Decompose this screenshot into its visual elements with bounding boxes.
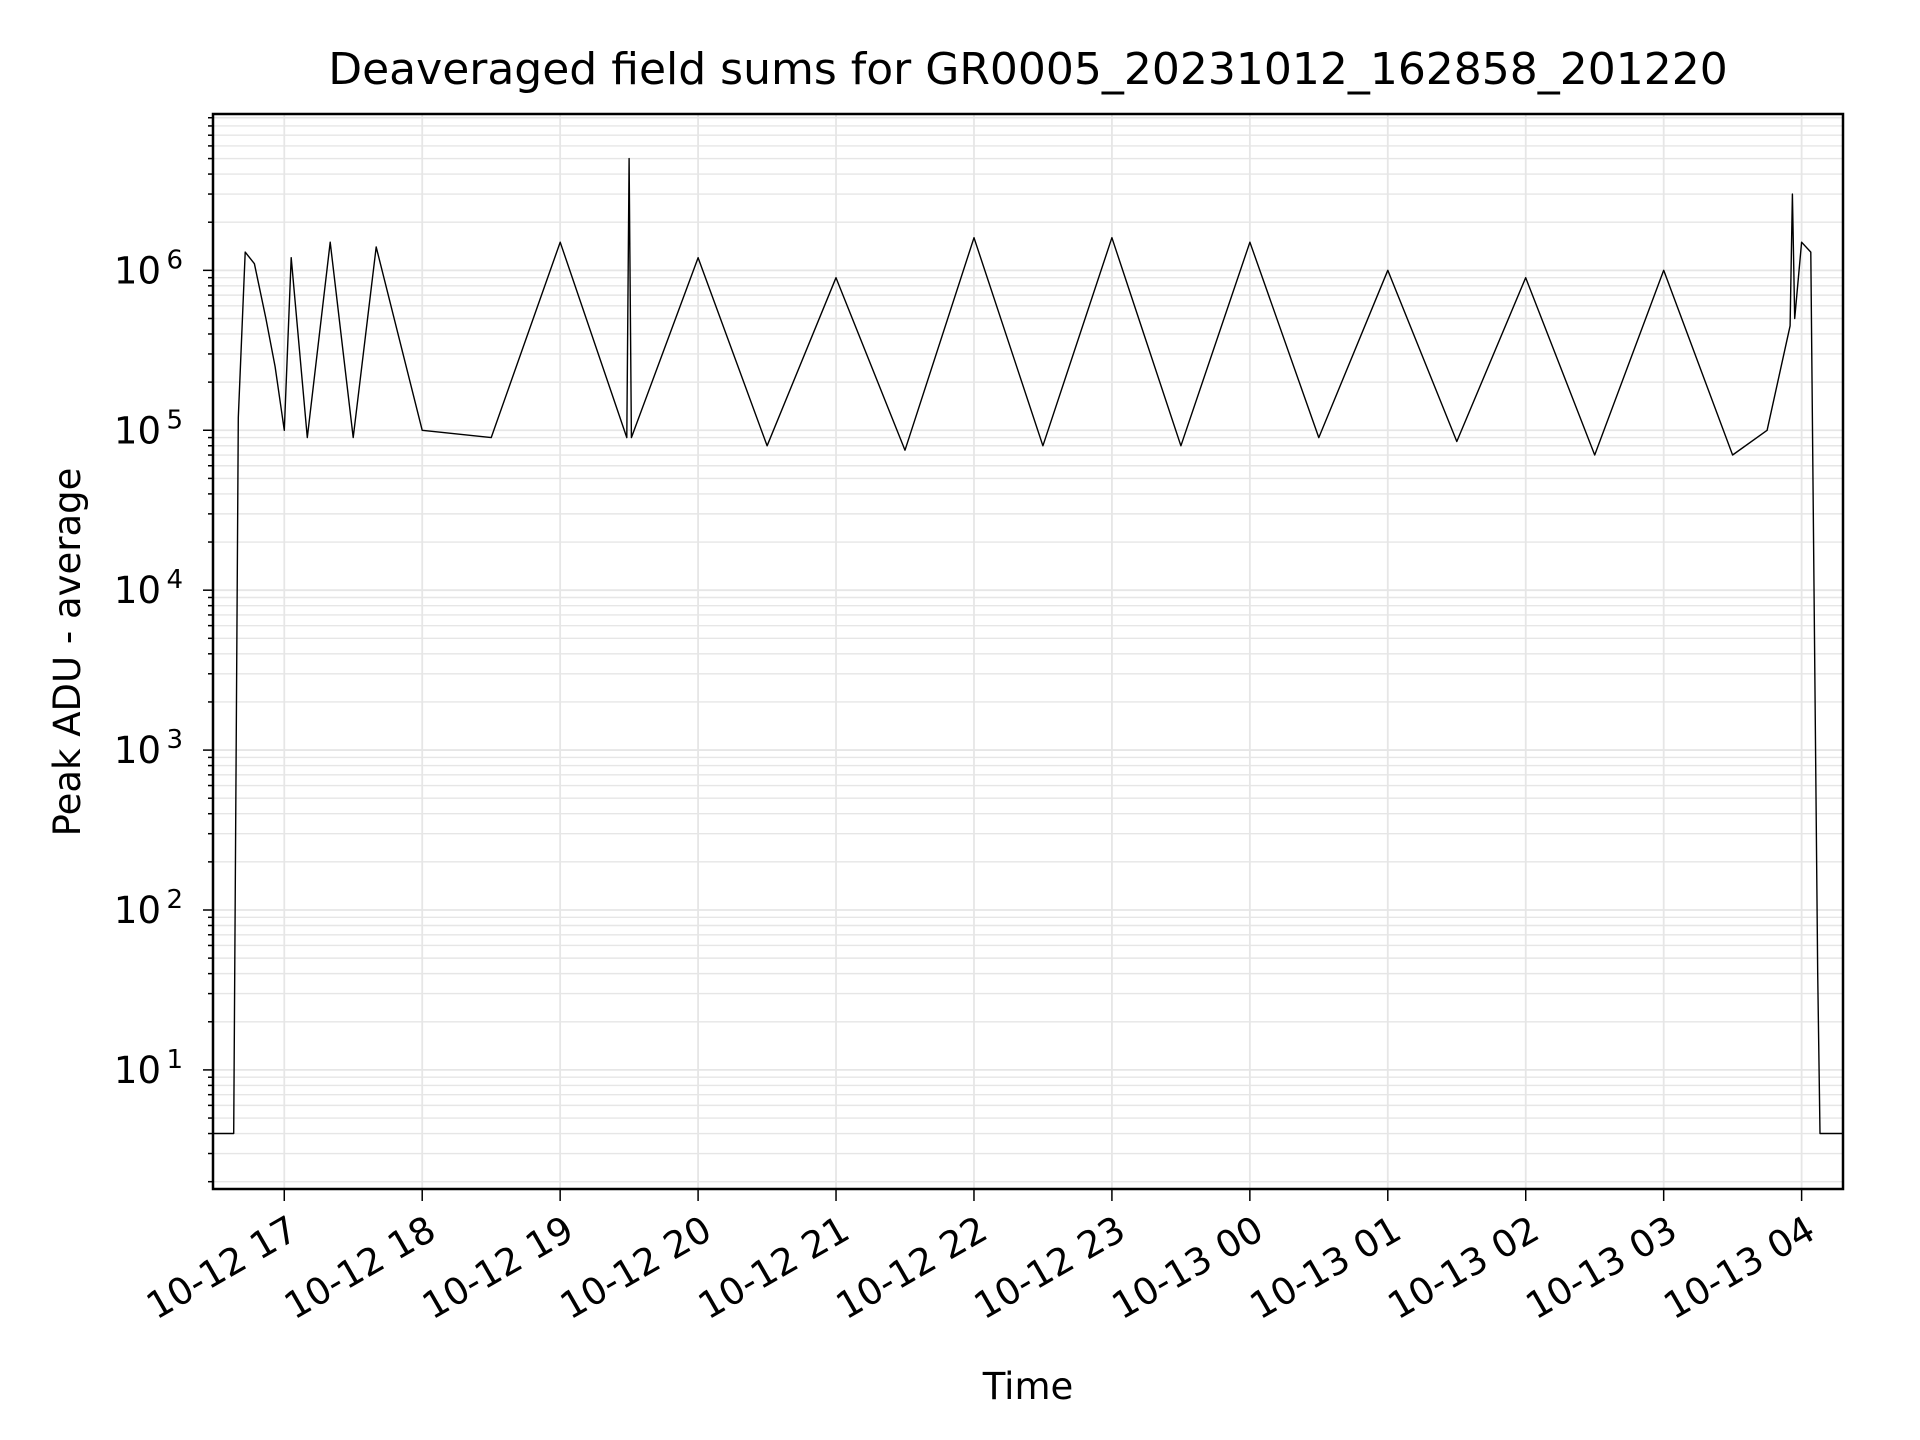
y-tick-label-exponent: 4 <box>166 565 183 595</box>
y-tick-label: 10 <box>114 249 161 292</box>
y-tick-label-exponent: 3 <box>166 725 183 755</box>
series-line <box>213 157 1843 1135</box>
y-tick-label-exponent: 2 <box>166 885 183 915</box>
y-axis-label: Peak ADU - average <box>46 468 89 837</box>
y-tick-label-exponent: 1 <box>166 1045 183 1075</box>
plot-frame <box>211 112 1845 1191</box>
chart-title: Deaveraged field sums for GR0005_2023101… <box>328 44 1728 95</box>
y-tick-label-base: 10 <box>114 1049 161 1092</box>
y-tick-label-exponent: 6 <box>166 245 183 275</box>
x-axis-label: Time <box>982 1365 1074 1408</box>
series-group <box>213 157 1843 1135</box>
y-tick-label: 10 <box>114 409 161 452</box>
y-tick-label-base: 10 <box>114 249 161 292</box>
y-tick-label-base: 10 <box>114 409 161 452</box>
y-tick-label-base: 10 <box>114 729 161 772</box>
y-tick-label-exponent: 5 <box>166 405 183 435</box>
y-tick-label: 10 <box>114 569 161 612</box>
y-tick-label-base: 10 <box>114 569 161 612</box>
y-tick-label: 10 <box>114 1049 161 1092</box>
y-tick-label: 10 <box>114 729 161 772</box>
grid <box>213 114 1843 1189</box>
y-tick-label-base: 10 <box>114 889 161 932</box>
y-tick-label: 10 <box>114 889 161 932</box>
